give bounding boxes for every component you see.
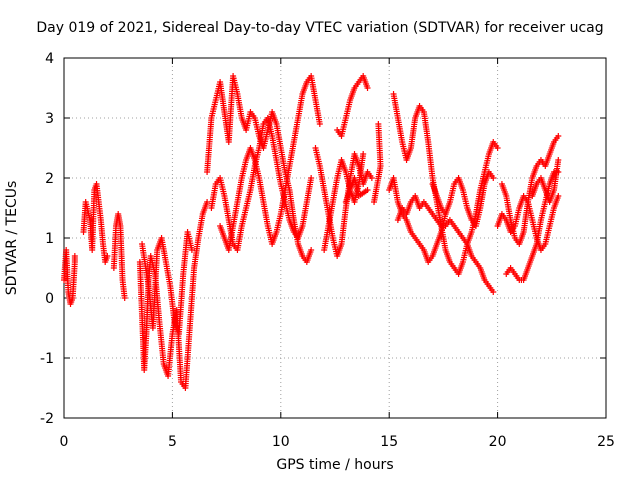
data-point bbox=[308, 175, 315, 181]
x-tick-label: 25 bbox=[597, 434, 615, 450]
data-point bbox=[204, 199, 211, 205]
data-point bbox=[360, 151, 367, 157]
data-point bbox=[104, 253, 111, 259]
data-point bbox=[368, 175, 375, 181]
data-point bbox=[371, 199, 378, 205]
y-tick-label: 4 bbox=[45, 51, 54, 67]
data-point bbox=[490, 289, 497, 295]
x-tick-label: 20 bbox=[489, 434, 507, 450]
y-tick-label: 3 bbox=[45, 111, 54, 127]
x-tick-label: 10 bbox=[272, 434, 290, 450]
x-tick-label: 5 bbox=[168, 434, 177, 450]
data-point bbox=[121, 295, 128, 301]
y-axis-label-text: SDTVAR / TECUs bbox=[4, 180, 20, 296]
axis-ticks: 0 5 10 15 20 25 -2 -1 0 1 2 3 4 bbox=[40, 51, 615, 450]
x-tick-label: 0 bbox=[60, 434, 69, 450]
data-point bbox=[316, 121, 323, 127]
x-tick-label: 15 bbox=[380, 434, 398, 450]
data-point bbox=[494, 145, 501, 151]
data-point bbox=[490, 175, 497, 181]
data-point bbox=[71, 253, 78, 259]
data-point bbox=[555, 157, 562, 163]
y-axis-label: SDTVAR / TECUs bbox=[4, 123, 20, 296]
y-tick-label: -1 bbox=[40, 351, 54, 367]
y-tick-label: -2 bbox=[40, 411, 54, 427]
y-tick-label: 1 bbox=[45, 231, 54, 247]
data-point bbox=[188, 247, 195, 253]
data-point bbox=[308, 247, 315, 253]
data-point bbox=[364, 187, 371, 193]
data-point bbox=[555, 133, 562, 139]
y-tick-label: 2 bbox=[45, 171, 54, 187]
data-points bbox=[61, 73, 562, 391]
chart-title: Day 019 of 2021, Sidereal Day-to-day VTE… bbox=[36, 20, 604, 36]
y-tick-label: 0 bbox=[45, 291, 54, 307]
data-point bbox=[364, 85, 371, 91]
x-axis-label: GPS time / hours bbox=[276, 457, 394, 473]
data-point bbox=[555, 193, 562, 199]
